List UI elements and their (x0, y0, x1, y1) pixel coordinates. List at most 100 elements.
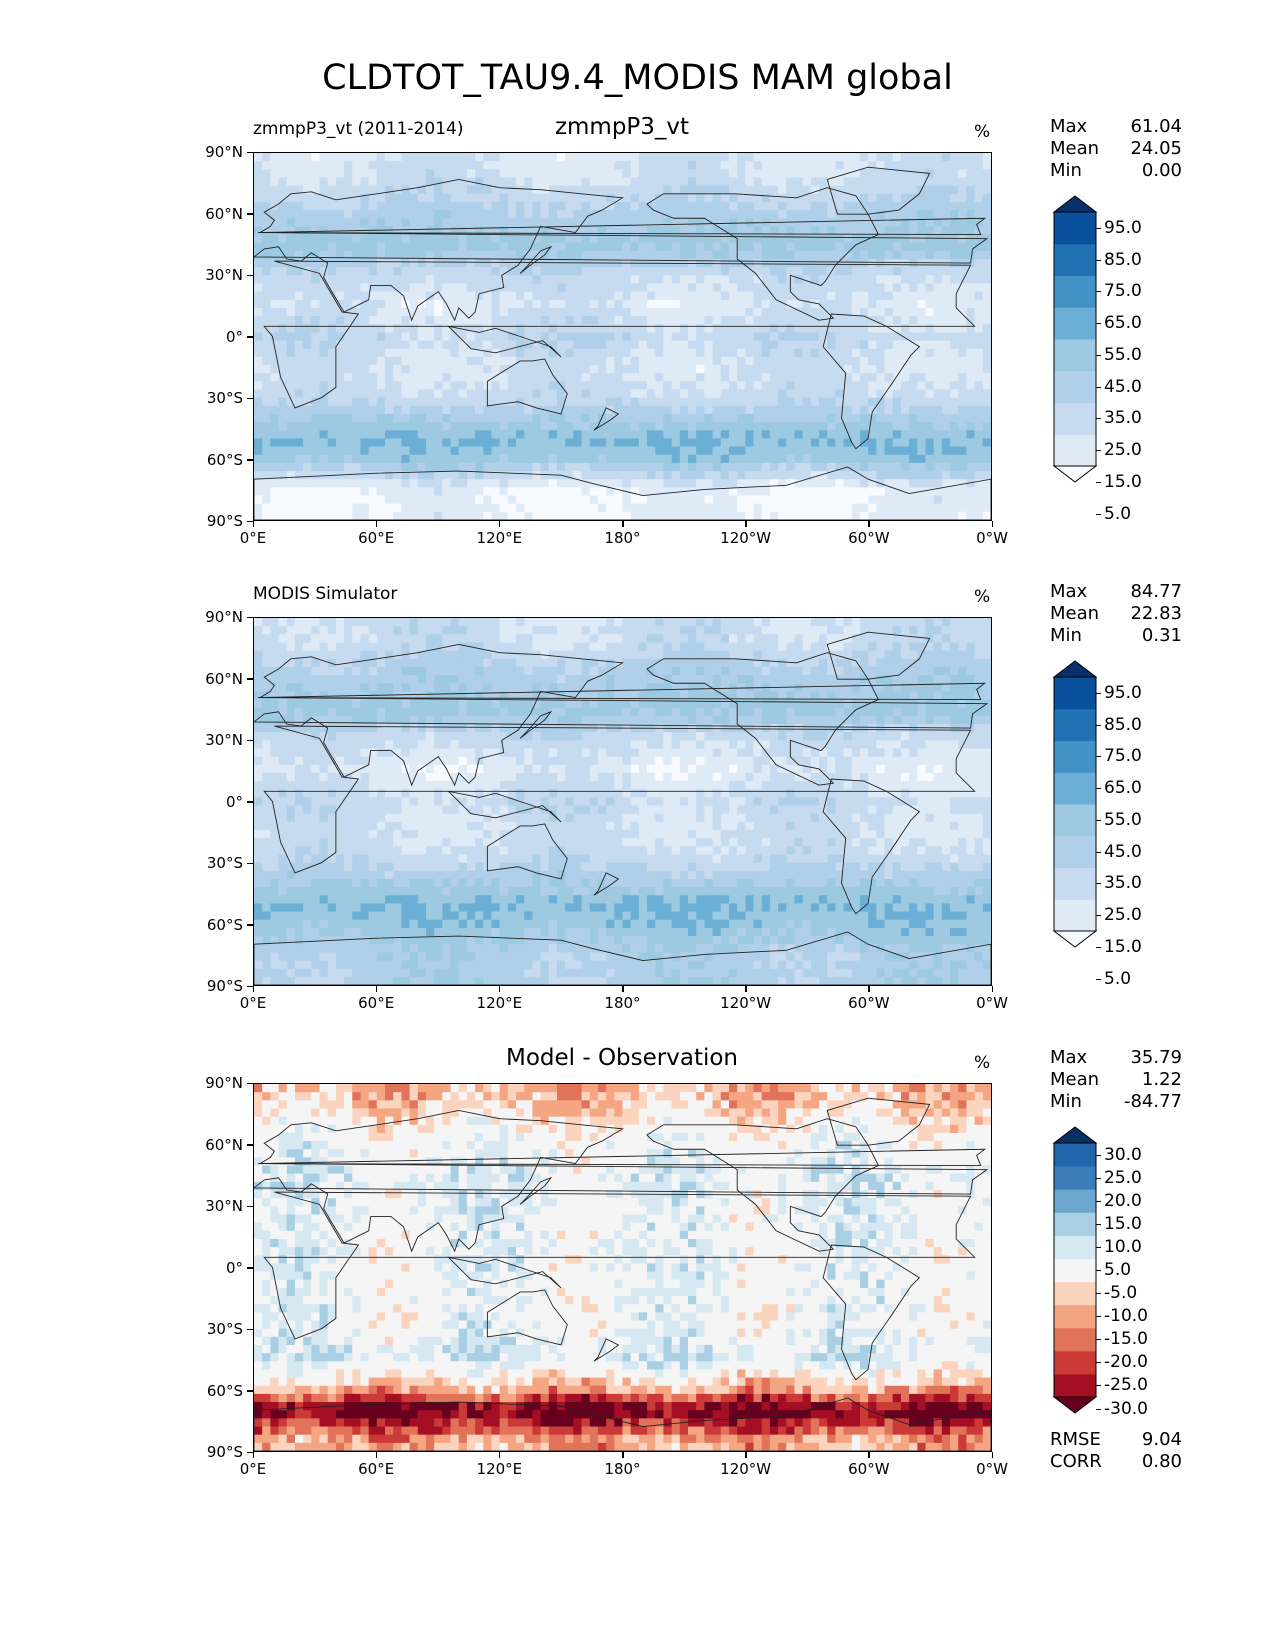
heatmap-cell (278, 422, 288, 431)
heatmap-cell (925, 495, 935, 505)
heatmap-cell (483, 316, 493, 325)
heatmap-cell (393, 618, 402, 627)
heatmap-cell (540, 193, 550, 203)
heatmap-cell (262, 626, 271, 635)
heatmap-cell (524, 389, 534, 399)
heatmap-cell (630, 405, 640, 415)
heatmap-cell (966, 381, 976, 391)
heatmap-cell (753, 430, 763, 440)
heatmap-cell (679, 405, 689, 415)
heatmap-cell (327, 495, 337, 505)
heatmap-cell (507, 405, 517, 415)
heatmap-cell (556, 479, 566, 488)
heatmap-cell (630, 618, 640, 627)
heatmap-cell (950, 381, 959, 391)
heatmap-cell (393, 479, 402, 488)
heatmap-cell (761, 479, 771, 488)
heatmap-cell (368, 454, 378, 464)
heatmap-cell (401, 495, 411, 505)
heatmap-cell (401, 177, 411, 187)
heatmap-cell (417, 626, 427, 635)
heatmap-cell (638, 634, 648, 644)
heatmap-cell (335, 471, 345, 480)
heatmap-cell (851, 438, 861, 448)
heatmap-cell (982, 169, 991, 179)
heatmap-cell (425, 471, 435, 480)
heatmap-cell (966, 487, 976, 497)
heatmap-cell (794, 495, 804, 505)
heatmap-cell (425, 675, 435, 684)
heatmap-cell (589, 275, 599, 285)
heatmap-cell (630, 177, 640, 187)
heatmap-cell (737, 226, 746, 236)
heatmap-cell (573, 650, 583, 660)
heatmap-cell (827, 161, 837, 170)
heatmap-cell (254, 626, 263, 635)
heatmap-cell (933, 389, 943, 399)
heatmap-cell (851, 324, 861, 334)
y-tick (247, 274, 253, 276)
heatmap-cell (900, 666, 910, 676)
heatmap-cell (827, 479, 837, 488)
heatmap-cell (442, 666, 452, 676)
heatmap-cell (548, 658, 558, 668)
heatmap-cell (802, 226, 812, 236)
heatmap-cell (466, 479, 476, 488)
heatmap-cell (385, 218, 394, 227)
heatmap-cell (565, 511, 574, 520)
heatmap-cell (655, 291, 665, 301)
heatmap-cell (933, 332, 943, 342)
heatmap-cell (278, 511, 288, 520)
heatmap-cell (696, 666, 705, 676)
heatmap-cell (958, 454, 968, 464)
heatmap-cell (556, 283, 566, 293)
heatmap-cell (335, 487, 345, 497)
heatmap-cell (606, 169, 615, 179)
heatmap-cell (417, 324, 427, 334)
heatmap-cell (909, 381, 918, 391)
heatmap-cell (786, 658, 796, 668)
heatmap-cell (958, 422, 968, 431)
heatmap-cell (483, 454, 493, 464)
heatmap-cell (442, 454, 452, 464)
heatmap-cell (753, 177, 763, 187)
heatmap-cell (696, 422, 705, 431)
heatmap-cell (385, 495, 394, 505)
heatmap-cell (868, 438, 877, 448)
heatmap-cell (581, 201, 591, 211)
heatmap-cell (638, 487, 648, 497)
colorbar-tick (1096, 513, 1101, 515)
heatmap-cell (696, 234, 705, 244)
heatmap-cell (532, 373, 542, 382)
heatmap-cell (737, 642, 746, 652)
heatmap-cell (581, 153, 591, 162)
heatmap-cell (679, 462, 689, 472)
heatmap-cell (303, 193, 312, 203)
heatmap-cell (638, 324, 648, 334)
heatmap-cell (819, 185, 828, 195)
heatmap-cell (868, 267, 877, 276)
heatmap-cell (728, 471, 738, 480)
heatmap-cell (819, 332, 828, 342)
heatmap-cell (466, 324, 476, 334)
heatmap-cell (556, 454, 566, 464)
heatmap-cell (794, 153, 804, 162)
heatmap-cell (679, 626, 689, 635)
heatmap-cell (810, 283, 820, 293)
heatmap-cell (679, 201, 689, 211)
heatmap-cell (827, 324, 837, 334)
heatmap-cell (737, 193, 746, 203)
heatmap-cell (868, 430, 877, 440)
heatmap-cell (548, 267, 558, 276)
heatmap-cell (401, 430, 411, 440)
heatmap-cell (442, 503, 452, 513)
heatmap-cell (278, 348, 288, 358)
heatmap-cell (532, 675, 542, 684)
heatmap-cell (671, 650, 681, 660)
heatmap-cell (688, 683, 697, 692)
heatmap-cell (810, 462, 820, 472)
heatmap-cell (548, 381, 558, 391)
heatmap-cell (712, 634, 722, 644)
heatmap-cell (679, 283, 689, 293)
heatmap-cell (761, 658, 771, 668)
